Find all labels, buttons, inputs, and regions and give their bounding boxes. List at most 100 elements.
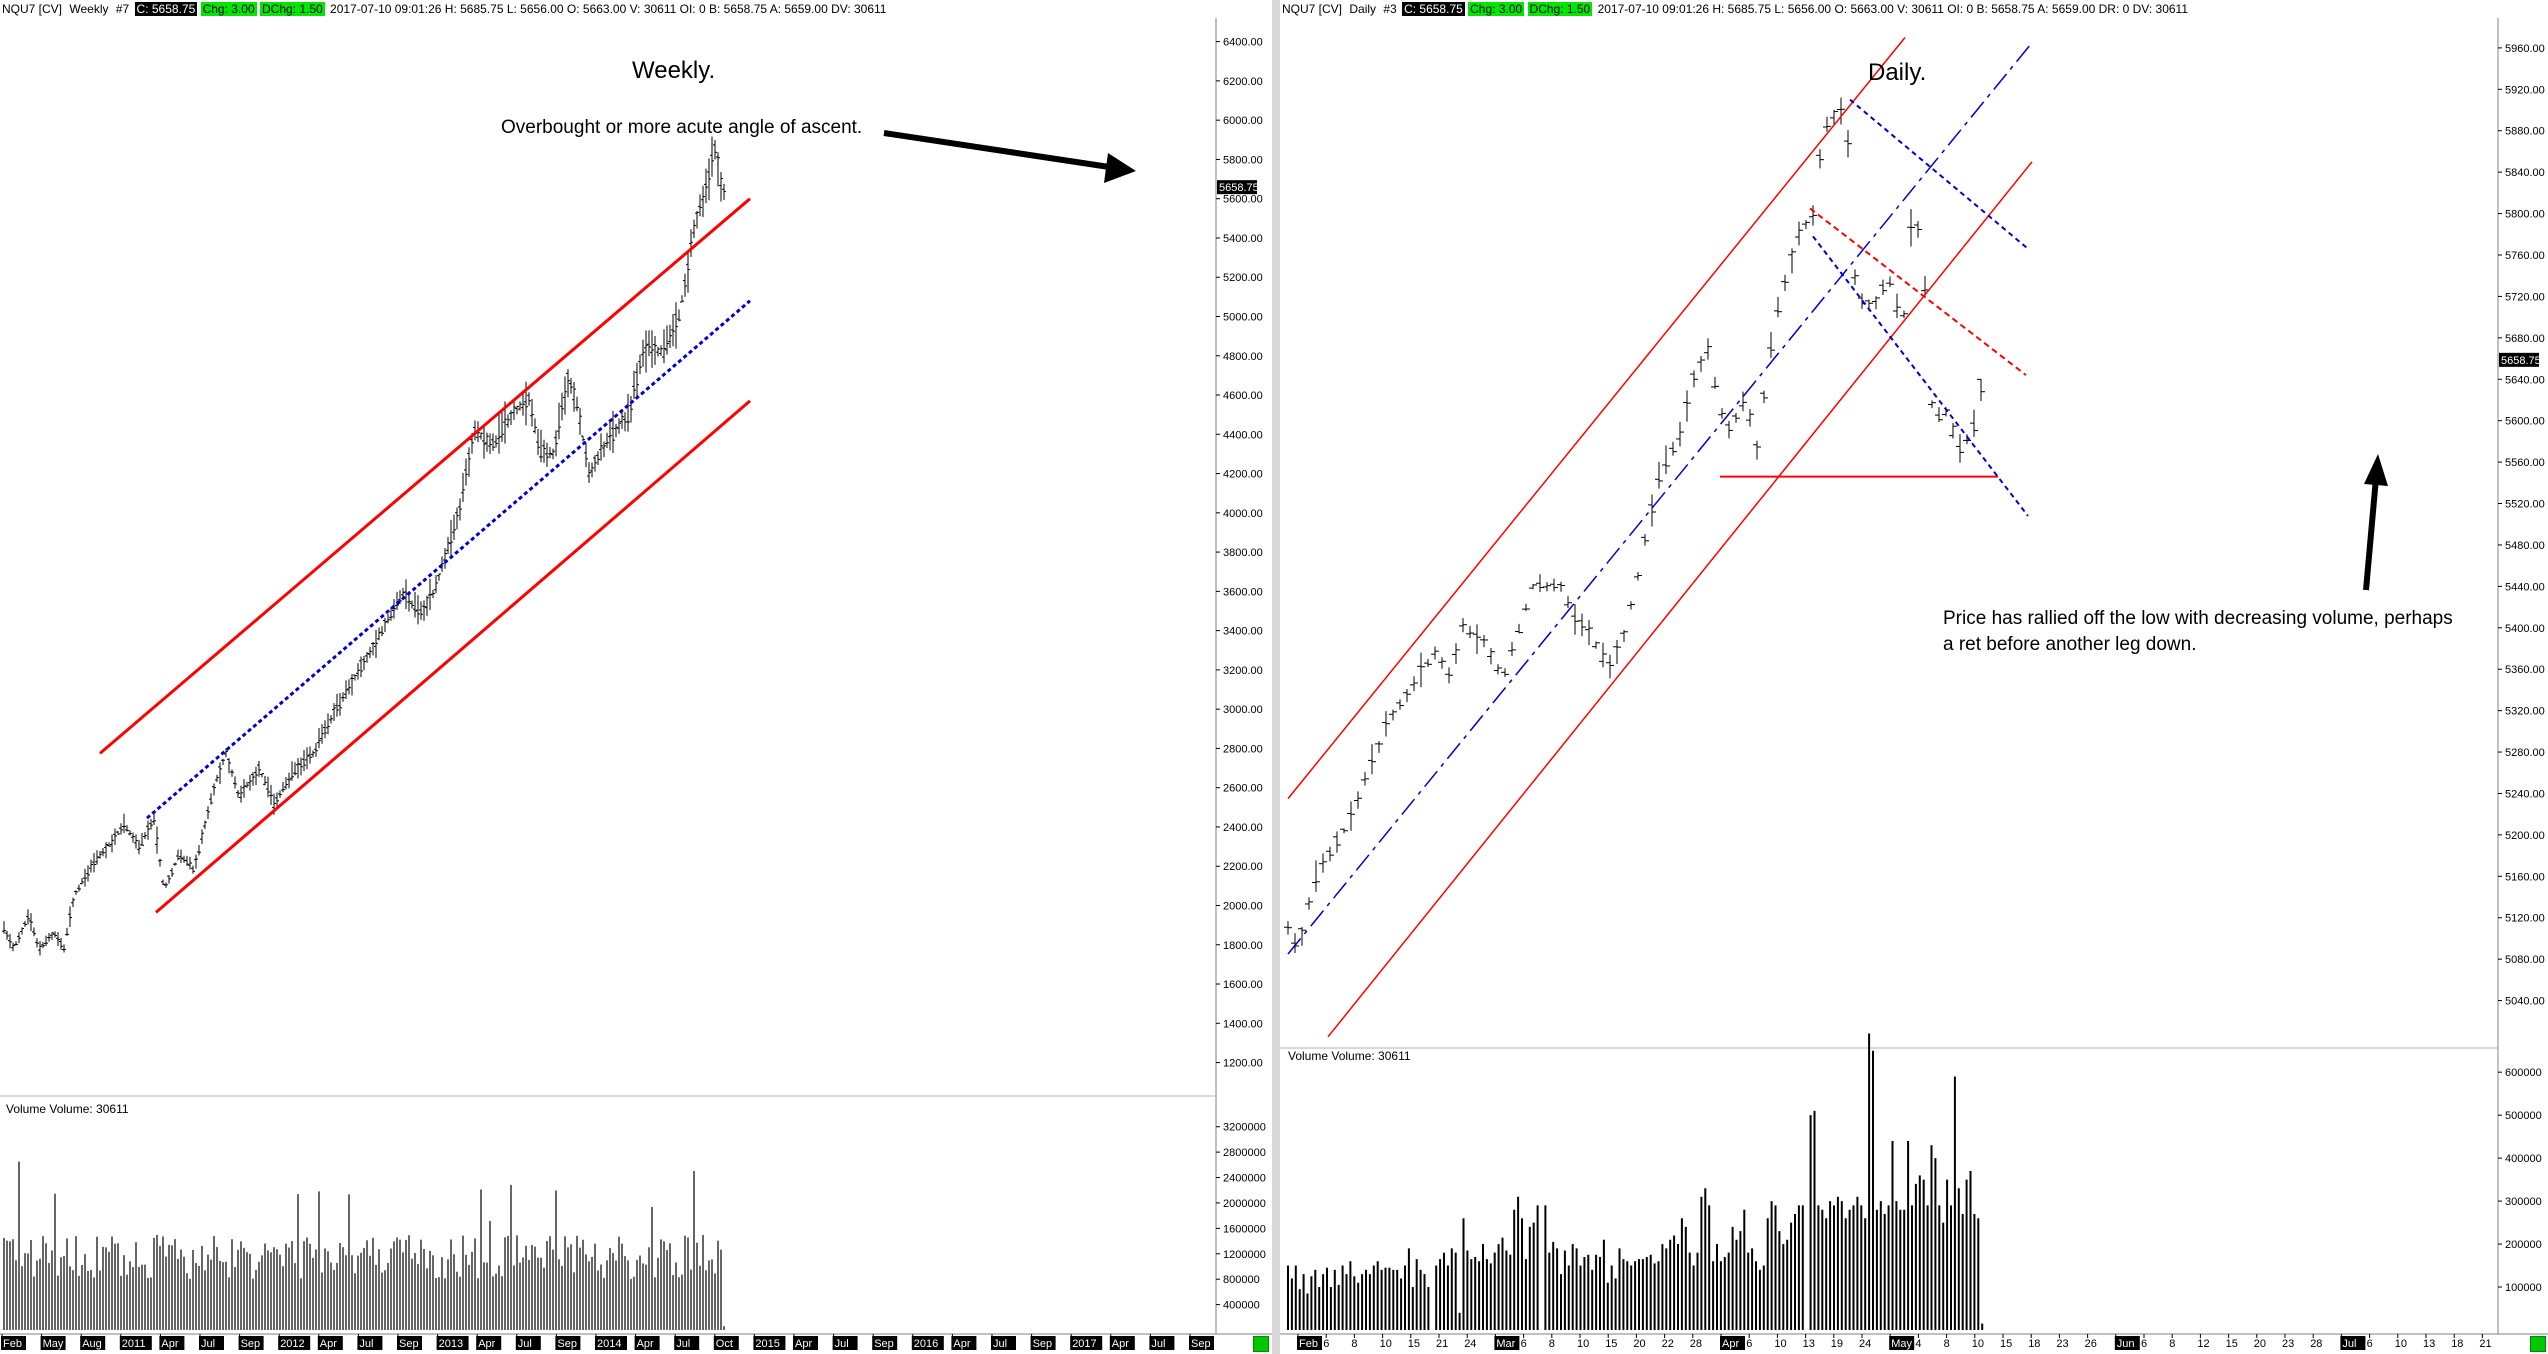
weekly-period: Weekly xyxy=(69,2,109,16)
blue-dashed-trend-line xyxy=(1849,98,2029,250)
weekly-volume-label: Volume Volume: 30611 xyxy=(6,1102,129,1116)
price-tick-label: 5800.00 xyxy=(1223,154,1263,166)
daily-chart-svg[interactable]: 5040.00 5080.00 5120.00 5160.00 5200.00 5240.… xyxy=(1280,0,2548,1354)
time-tick-label: Sep xyxy=(1191,1338,1211,1350)
time-tick-label: May xyxy=(1891,1338,1912,1350)
price-tick-label: 3400.00 xyxy=(1223,626,1263,638)
time-tick-label: 23 xyxy=(2056,1338,2068,1350)
price-tick-label: 2800.00 xyxy=(1223,743,1263,755)
blue-midline xyxy=(1287,42,2033,955)
weekly-quote-info: 2017-07-10 09:01:26 H: 5685.75 L: 5656.0… xyxy=(330,2,887,16)
time-tick-label: 24 xyxy=(1859,1338,1871,1350)
price-tick-label: 5800.00 xyxy=(2505,209,2545,221)
time-tick-label: Jul xyxy=(201,1338,215,1350)
daily-header: NQU7 [CV] Daily #3 C: 5658.75 Chg: 3.00 … xyxy=(1280,0,2548,18)
weekly-chart-panel[interactable]: NQU7 [CV] Weekly #7 C: 5658.75 Chg: 3.00… xyxy=(0,0,1272,1354)
price-tick-label: 5760.00 xyxy=(2505,250,2545,262)
time-tick-label: 10 xyxy=(2395,1338,2407,1350)
time-tick-label: Jun xyxy=(2117,1338,2135,1350)
time-tick-label: 15 xyxy=(2226,1338,2238,1350)
volume-tick-label: 600000 xyxy=(2505,1067,2542,1079)
time-label-box xyxy=(555,1336,581,1350)
time-label-box xyxy=(1070,1336,1103,1350)
time-tick-label: 6 xyxy=(2141,1338,2147,1350)
volume-tick-label: 3200000 xyxy=(1223,1122,1266,1134)
time-tick-label: 4 xyxy=(1915,1338,1921,1350)
volume-tick-label: 500000 xyxy=(2505,1110,2542,1122)
volume-tick-label: 400000 xyxy=(2505,1153,2542,1165)
time-label-box xyxy=(515,1336,541,1350)
daily-chart-panel[interactable]: NQU7 [CV] Daily #3 C: 5658.75 Chg: 3.00 … xyxy=(1280,0,2548,1354)
time-tick-label: 21 xyxy=(2479,1338,2491,1350)
time-tick-label: 6 xyxy=(2367,1338,2373,1350)
weekly-chart-svg[interactable]: 1200.00 1400.00 1600.00 1800.00 2000.00 2200.… xyxy=(0,0,1272,1354)
time-label-box xyxy=(595,1336,627,1350)
price-tick-label: 1400.00 xyxy=(1223,1018,1263,1030)
weekly-header: NQU7 [CV] Weekly #7 C: 5658.75 Chg: 3.00… xyxy=(0,0,1272,18)
time-label-box xyxy=(1494,1336,1520,1350)
time-tick-label: Sep xyxy=(241,1338,261,1350)
price-tick-label: 5640.00 xyxy=(2505,374,2545,386)
time-tick-label: Jul xyxy=(2342,1338,2356,1350)
time-label-box xyxy=(1297,1336,1322,1350)
price-tick-label: 5000.00 xyxy=(1223,311,1263,323)
price-tick-label: 5280.00 xyxy=(2505,747,2545,759)
time-tick-label: Apr xyxy=(161,1338,178,1350)
daily-dchg-box: DChg: 1.50 xyxy=(1527,2,1593,16)
price-tick-label: 6000.00 xyxy=(1223,115,1263,127)
time-label-box xyxy=(832,1336,858,1350)
time-tick-label: 21 xyxy=(1436,1338,1448,1350)
price-tick-label: 4800.00 xyxy=(1223,351,1263,363)
right-corner-indicator[interactable] xyxy=(2530,1336,2546,1352)
price-tick-label: 5240.00 xyxy=(2505,788,2545,800)
time-label-box xyxy=(674,1336,700,1350)
time-tick-label: Jul xyxy=(835,1338,849,1350)
time-label-box xyxy=(991,1336,1016,1350)
time-label-box xyxy=(199,1336,224,1350)
price-tick-label: 5160.00 xyxy=(2505,871,2545,883)
price-tick-label: 3800.00 xyxy=(1223,547,1263,559)
blue-midline xyxy=(146,299,751,820)
time-tick-label: Sep xyxy=(557,1338,577,1350)
time-tick-label: 8 xyxy=(1351,1338,1357,1350)
time-label-box xyxy=(1,1336,26,1350)
daily-chg-box: Chg: 3.00 xyxy=(1468,2,1525,16)
price-tick-label: 3000.00 xyxy=(1223,704,1263,716)
time-tick-label: 2013 xyxy=(439,1338,463,1350)
panel-divider[interactable] xyxy=(1272,0,1280,1354)
time-label-box xyxy=(1720,1336,1745,1350)
price-tick-label: 5120.00 xyxy=(2505,913,2545,925)
time-tick-label: Apr xyxy=(795,1338,812,1350)
time-label-box xyxy=(1149,1336,1175,1350)
time-tick-label: 10 xyxy=(1380,1338,1392,1350)
time-tick-label: 28 xyxy=(2310,1338,2322,1350)
left-corner-indicator[interactable] xyxy=(1253,1336,1269,1352)
red-channel-line xyxy=(1327,161,2033,1038)
time-tick-label: 8 xyxy=(1944,1338,1950,1350)
time-tick-label: 8 xyxy=(1549,1338,1555,1350)
price-tick-label: 4000.00 xyxy=(1223,508,1263,520)
volume-tick-label: 1200000 xyxy=(1223,1249,1266,1261)
blue-dashed-trend-line xyxy=(1812,235,2029,517)
price-tick-label: 5720.00 xyxy=(2505,291,2545,303)
price-tick-label: 2400.00 xyxy=(1223,822,1263,834)
weekly-num: #7 xyxy=(115,2,130,16)
weekly-close-box: C: 5658.75 xyxy=(134,2,198,16)
price-tick-label: 4200.00 xyxy=(1223,469,1263,481)
time-tick-label: 10 xyxy=(1774,1338,1786,1350)
time-tick-label: 23 xyxy=(2282,1338,2294,1350)
time-label-box xyxy=(1889,1336,1915,1350)
time-tick-label: 18 xyxy=(2451,1338,2463,1350)
time-label-box xyxy=(317,1336,343,1350)
time-tick-label: Feb xyxy=(1299,1338,1318,1350)
weekly-chg-box: Chg: 3.00 xyxy=(200,2,257,16)
price-tick-label: 5040.00 xyxy=(2505,996,2545,1008)
time-tick-label: Jul xyxy=(518,1338,532,1350)
weekly-annotation: Overbought or more acute angle of ascent… xyxy=(501,117,862,138)
price-tick-label: 5880.00 xyxy=(2505,126,2545,138)
daily-arrow-shaft xyxy=(2363,477,2379,591)
price-tick-label: 5360.00 xyxy=(2505,664,2545,676)
time-tick-label: 20 xyxy=(2254,1338,2266,1350)
time-tick-label: Sep xyxy=(874,1338,894,1350)
time-tick-label: 28 xyxy=(1690,1338,1702,1350)
